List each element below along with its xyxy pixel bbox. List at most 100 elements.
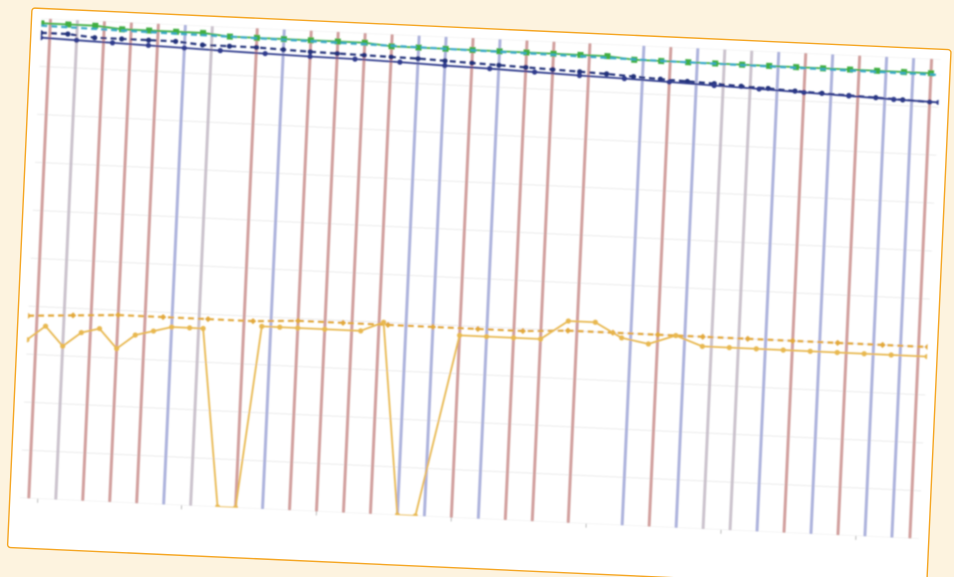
series-point [397,59,403,65]
series-point [132,332,138,338]
series-point [744,335,751,342]
series-point [294,317,302,324]
series-point [537,336,544,342]
event-line [836,55,862,536]
event-line [395,35,421,516]
series-point [92,35,98,41]
series-point [150,328,157,334]
series-point [532,69,538,75]
series-point [204,315,212,323]
gridline-horizontal [34,161,935,204]
event-line [54,20,79,500]
event-line [162,24,187,505]
series-point [146,37,152,43]
series-point [604,71,610,77]
gridline-horizontal [19,497,919,539]
series-point [891,96,897,103]
series-point [307,53,313,60]
gridline-horizontal [21,449,922,492]
series-point [65,31,71,37]
series-point [262,50,268,57]
event-line [261,29,286,510]
series-point [496,62,502,68]
series-point [564,327,572,334]
series-point [253,44,260,51]
event-line [189,26,214,506]
series-point [846,93,852,99]
series-point [69,312,77,319]
event-line [530,41,556,522]
series-point [469,60,475,66]
series-point [181,45,187,51]
event-line [449,37,475,518]
series-point [226,43,233,49]
series-point [92,22,99,29]
series-point [42,323,49,329]
series-point [577,69,583,75]
series-point [487,65,493,72]
event-line [81,21,106,501]
series-point [381,319,387,325]
series-point [685,59,692,66]
series-point [200,325,206,332]
gridline-horizontal [26,353,926,396]
series-point [483,333,490,340]
series-point [145,27,153,34]
x-axis-ticks [37,498,857,540]
series-point [861,351,867,357]
series-point [666,79,672,85]
series-point [801,89,807,96]
gridline-horizontal [37,113,937,156]
series-point [415,56,421,62]
series-point [645,341,651,347]
event-line [135,23,160,504]
series-point [711,82,717,89]
series-point [65,21,72,28]
event-line [476,39,502,519]
event-line [647,46,673,527]
event-line [701,49,727,530]
series-point [169,324,175,330]
series-point [756,86,762,92]
series-point [510,335,517,341]
series-point [60,343,66,349]
series-point [673,332,679,339]
series-point [352,56,358,62]
series-point [474,325,482,333]
series-point [253,34,261,41]
series-point [519,327,526,335]
event-line [287,30,313,511]
series-lines [24,20,941,519]
series-point [78,329,84,336]
series-point [307,49,313,55]
series-point [699,343,705,349]
series-point [339,319,347,326]
chart-card-background [6,7,952,577]
series-point [145,42,152,48]
series-point [523,64,529,70]
series-point [96,325,103,332]
series-point [550,66,556,73]
gridline-horizontal [30,257,930,300]
series-point [259,323,265,329]
chart-card [6,7,952,577]
event-line [782,53,808,533]
series-point [388,54,394,60]
series-point [217,47,223,54]
series-point [173,38,179,44]
series-point [654,331,661,338]
event-line [809,54,835,534]
series-point [699,333,706,340]
series-point [442,62,448,69]
event-line [890,57,916,538]
event-line [620,45,646,526]
series-point [888,352,894,358]
event-line [108,22,133,503]
series-point [415,44,422,51]
series-point [187,325,193,331]
series-point [199,42,206,48]
event-lines [27,18,934,539]
series-point [621,75,628,82]
grid-lines [19,18,941,539]
